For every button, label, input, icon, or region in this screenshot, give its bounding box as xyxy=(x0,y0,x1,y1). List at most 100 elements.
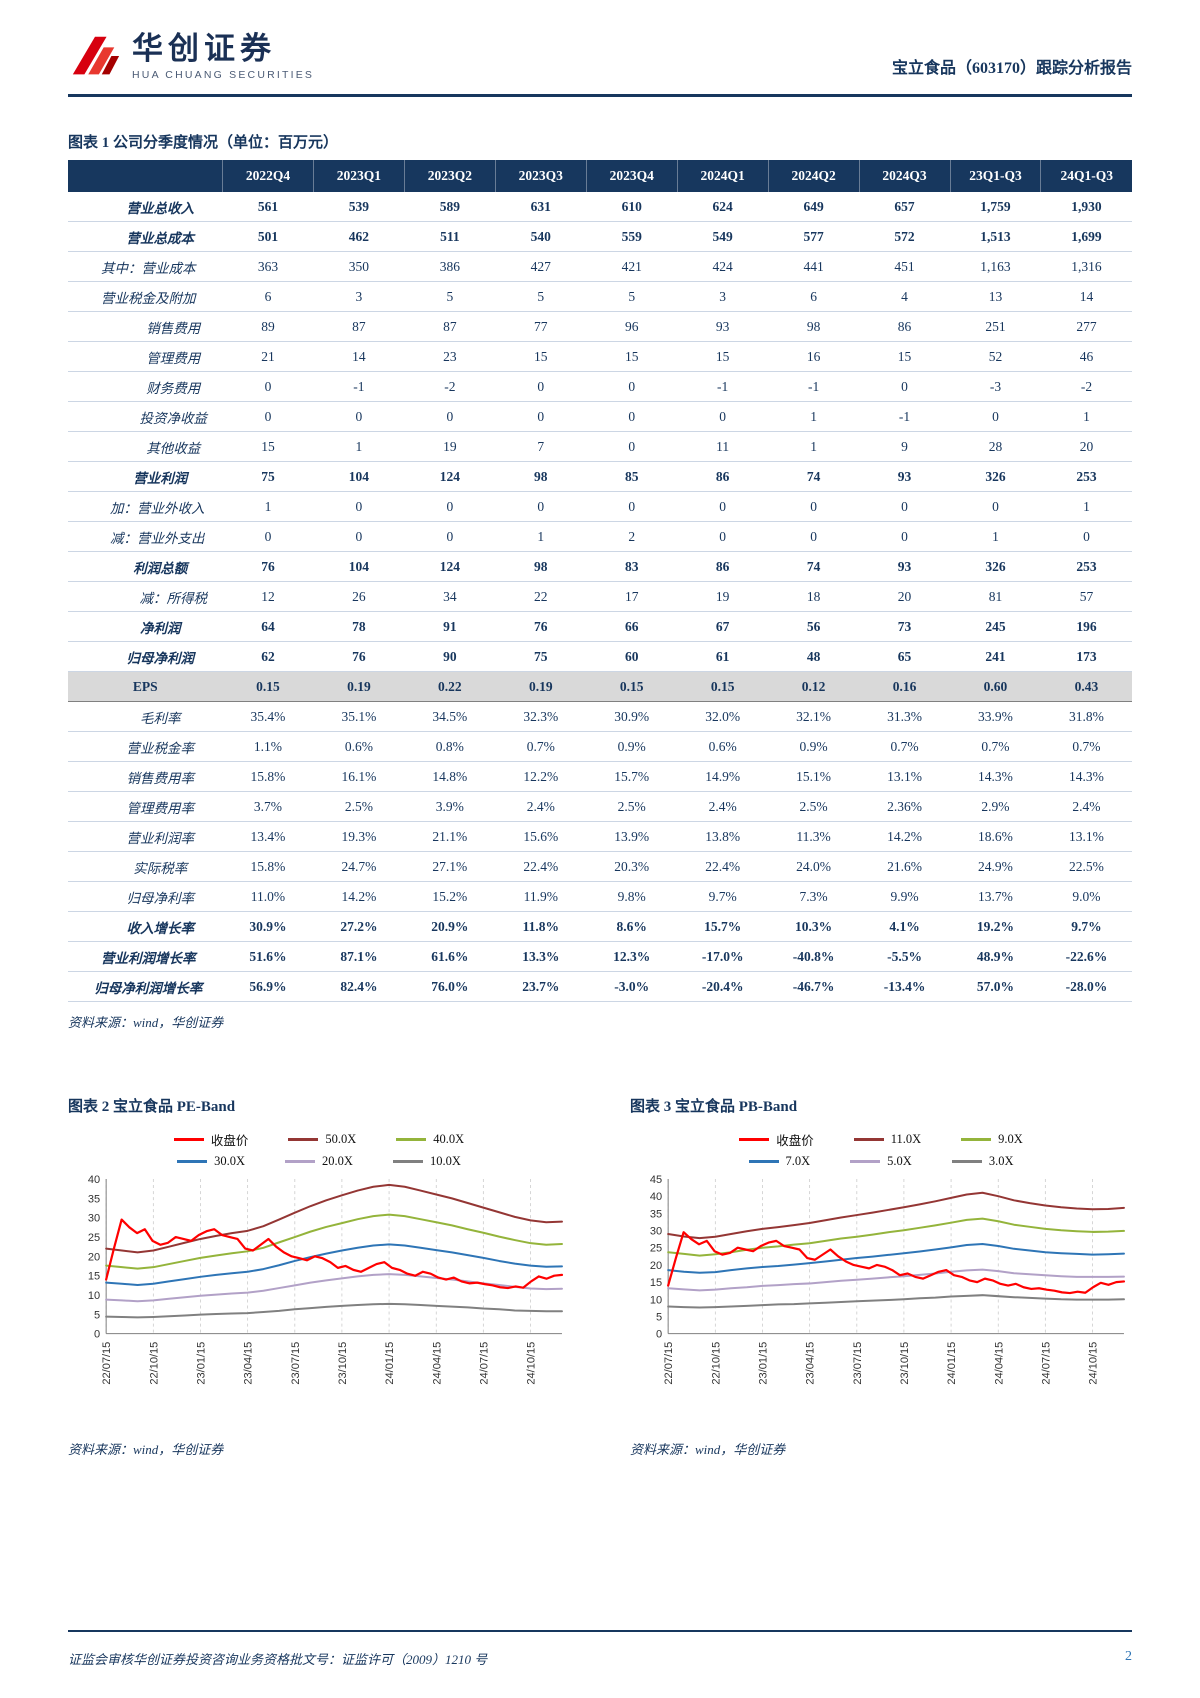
row-label: 减：营业外支出 xyxy=(68,521,223,552)
table-cell: 93 xyxy=(859,551,950,582)
pe-chart-caption: 图表 2 宝立食品 PE-Band xyxy=(68,1099,236,1115)
table-cell: 386 xyxy=(404,251,496,282)
table-cell: 57.0% xyxy=(950,971,1041,1002)
x-tick-label: 22/07/15 xyxy=(663,1342,675,1385)
row-label: 收入增长率 xyxy=(68,911,223,942)
table-cell: 0.9% xyxy=(768,731,860,762)
table-cell: 90 xyxy=(404,641,496,672)
pb-band-legend: 收盘价 11.0X 9.0X 7.0X 5.0X 3.0X xyxy=(630,1130,1132,1169)
legend-label: 3.0X xyxy=(988,1154,1014,1168)
row-label: 销售费用率 xyxy=(68,761,223,792)
table-cell: 61 xyxy=(677,641,769,672)
table-cell: 0.6% xyxy=(313,731,405,762)
row-label: 财务费用 xyxy=(68,371,223,402)
table-cell: 78 xyxy=(313,611,405,642)
table-cell: 96 xyxy=(586,311,678,342)
table-cell: 9 xyxy=(859,431,950,462)
y-tick-label: 40 xyxy=(650,1191,662,1203)
table-row: 销售费用率 15.8% 16.1% 14.8% 12.2% 15.7% 14.9% 15.1%… xyxy=(68,761,1132,792)
table-cell: 14.3% xyxy=(950,761,1041,792)
table-cell: 22.4% xyxy=(677,851,769,882)
table-cell: 241 xyxy=(950,641,1041,672)
table-cell: 14.8% xyxy=(404,761,496,792)
pe-band-section: 图表 2 宝立食品 PE-Band 收盘价 50.0X 40.0X 30.0X 20.0… xyxy=(68,1061,570,1458)
table-cell: 0 xyxy=(222,371,314,402)
row-label: 营业总成本 xyxy=(68,221,223,252)
pb-chart-caption: 图表 3 宝立食品 PB-Band xyxy=(630,1099,798,1115)
table-cell: 0 xyxy=(313,491,405,522)
table-cell: 0 xyxy=(859,491,950,522)
table-cell: 48.9% xyxy=(950,941,1041,972)
table-cell: 35.4% xyxy=(222,701,314,732)
table-cell: 57 xyxy=(1040,581,1132,612)
table-cell: 0.12 xyxy=(768,671,860,702)
table-cell: 350 xyxy=(313,251,405,282)
legend-item: 11.0X xyxy=(853,1130,921,1149)
huachuang-logo-icon xyxy=(72,36,120,75)
table-cell: 32.1% xyxy=(768,701,860,732)
table-cell: -3.0% xyxy=(586,971,678,1002)
series-5.0X xyxy=(667,1268,1125,1292)
table-cell: 0.6% xyxy=(677,731,769,762)
table-row: 减：营业外支出 0 0 0 1 2 0 0 0 1 0 xyxy=(68,521,1132,552)
table-cell: 14 xyxy=(313,341,405,372)
table-cell: 13.9% xyxy=(586,821,678,852)
table-cell: 48 xyxy=(768,641,860,672)
table-cell: -22.6% xyxy=(1040,941,1132,972)
table-cell: 124 xyxy=(404,551,496,582)
table-cell: 0.7% xyxy=(1040,731,1132,762)
series-收盘价 xyxy=(667,1231,1126,1295)
table-cell: 19.2% xyxy=(950,911,1041,942)
table-cell: 15.6% xyxy=(495,821,587,852)
x-tick-label: 23/07/15 xyxy=(290,1342,302,1385)
table-cell: 32.0% xyxy=(677,701,769,732)
table-row: 归母净利润增长率 56.9% 82.4% 76.0% 23.7% -3.0% -20.4% -… xyxy=(68,971,1132,1002)
table-cell: 8.6% xyxy=(586,911,678,942)
y-tick-label: 0 xyxy=(656,1329,662,1341)
row-label: 营业税金及附加 xyxy=(68,281,223,312)
table-cell: 14 xyxy=(1040,281,1132,312)
table-cell: 13.8% xyxy=(677,821,769,852)
table-cell: 23 xyxy=(404,341,496,372)
table-cell: 0 xyxy=(859,521,950,552)
logo-text: 华创证券 HUA CHUANG SECURITIES xyxy=(132,33,314,81)
table-cell: 6 xyxy=(768,281,860,312)
table-cell: 649 xyxy=(768,192,860,222)
page-number: 2 xyxy=(1125,1649,1132,1664)
table-cell: 0 xyxy=(313,401,405,432)
table-cell: 13.4% xyxy=(222,821,314,852)
table-cell: -1 xyxy=(313,371,405,402)
x-tick-label: 22/07/15 xyxy=(101,1342,113,1385)
table-cell: 104 xyxy=(313,551,405,582)
table-cell: 75 xyxy=(222,461,314,492)
table-cell: 1 xyxy=(313,431,405,462)
table-cell: 56 xyxy=(768,611,860,642)
legend-line-swatch xyxy=(396,1138,427,1141)
legend-item: 7.0X xyxy=(748,1154,810,1169)
report-title: 宝立食品（603170）跟踪分析报告 xyxy=(891,60,1132,77)
table-cell: 17 xyxy=(586,581,678,612)
table-cell: 0 xyxy=(404,401,496,432)
y-tick-label: 5 xyxy=(656,1311,662,1323)
table-cell: 27.1% xyxy=(404,851,496,882)
table-cell: 540 xyxy=(495,221,587,252)
table-cell: 0 xyxy=(950,491,1041,522)
logo-title: 华创证券 xyxy=(132,31,276,67)
table-cell: 2.4% xyxy=(677,791,769,822)
y-tick-label: 5 xyxy=(94,1309,100,1321)
table-cell: 0.7% xyxy=(950,731,1041,762)
table-cell: 0.16 xyxy=(859,671,950,702)
table-cell: 85 xyxy=(586,461,678,492)
table-cell: 34 xyxy=(404,581,496,612)
table-cell: 14.3% xyxy=(1040,761,1132,792)
table-cell: 32.3% xyxy=(495,701,587,732)
table-cell: 1,759 xyxy=(950,192,1041,222)
table-cell: 0 xyxy=(495,371,587,402)
row-label: 归母净利率 xyxy=(68,881,223,912)
table-cell: 15 xyxy=(677,341,769,372)
pe-band-plot: 22/07/15 22/10/15 23/01/15 23/04/15 23/07/15… xyxy=(88,1174,564,1385)
row-label: 归母净利润 xyxy=(68,641,223,672)
table-cell: 3 xyxy=(677,281,769,312)
legend-line-swatch xyxy=(177,1160,208,1163)
table-cell: 1,930 xyxy=(1040,192,1132,222)
